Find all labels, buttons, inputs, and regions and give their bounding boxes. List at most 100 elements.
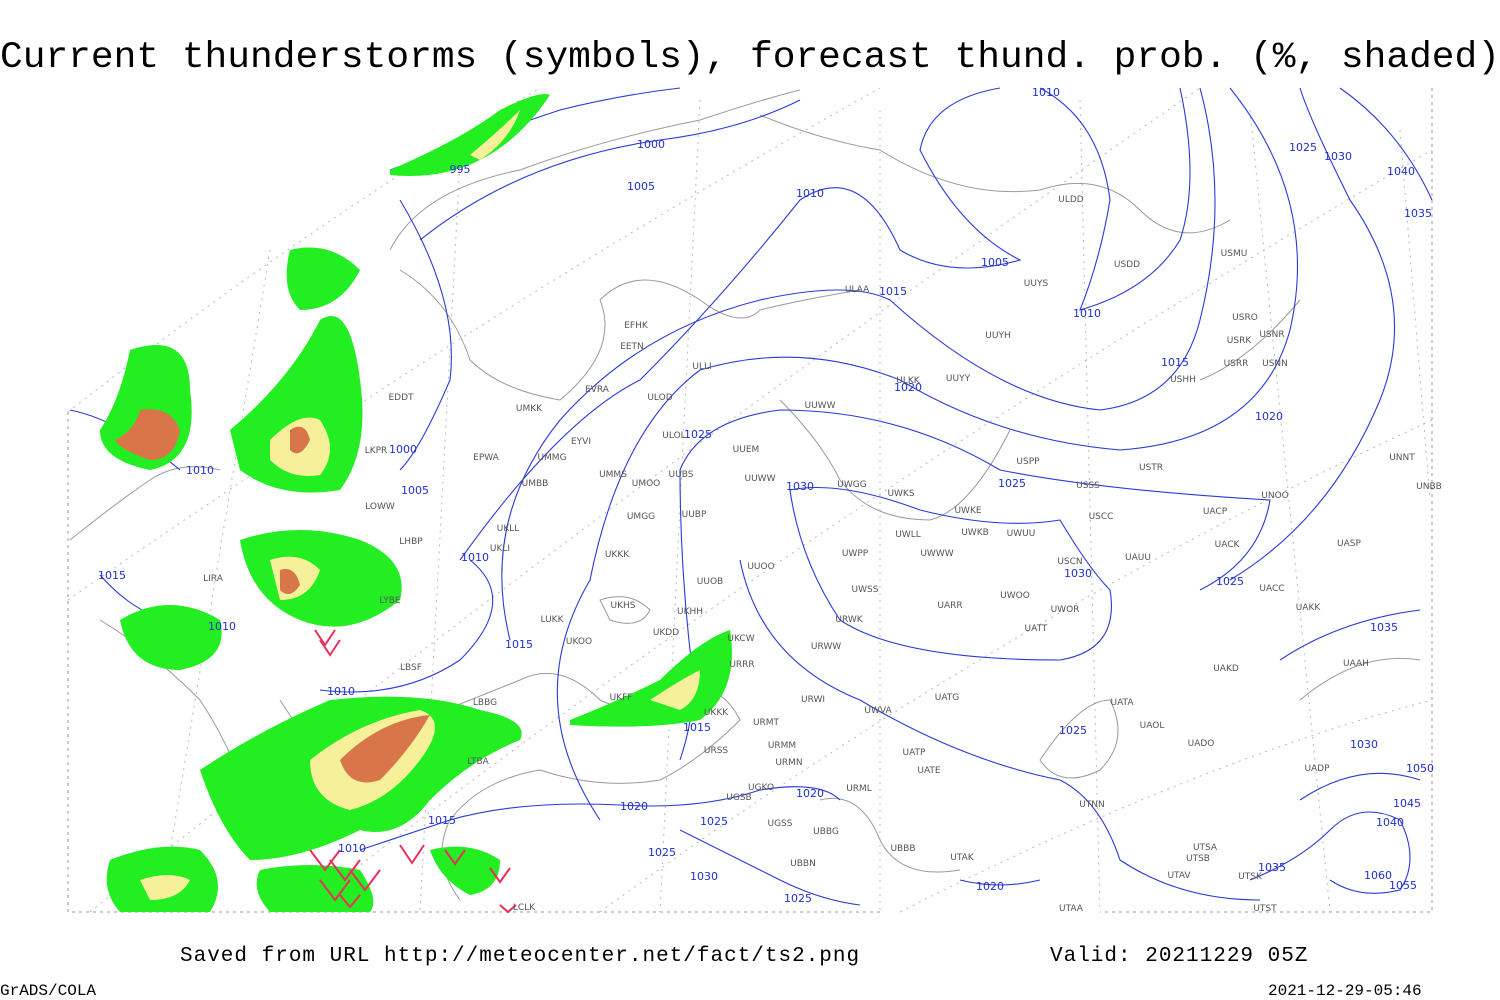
isobar-label: 1025 [684,428,712,441]
map-frame [67,88,1433,913]
station-label: EETN [620,342,644,352]
station-label: UATE [917,766,941,776]
station-label: URMN [775,758,802,768]
station-label: UWOO [1000,591,1030,601]
isobar-label: 995 [450,163,471,176]
station-label: USTR [1139,463,1163,473]
station-label: UATT [1025,624,1048,634]
station-label: UUWW [805,401,836,411]
station-label: UATG [935,693,960,703]
station-label: UMMG [537,453,566,463]
station-label: USCN [1057,557,1082,567]
station-label: UAKK [1296,603,1322,613]
map: 995 1000 1005 1010 1010 1005 1010 1015 1015 1020 1… [67,86,1442,914]
station-label: UADO [1188,739,1215,749]
station-label: UKKK [704,708,729,718]
station-label: USRR [1224,359,1249,369]
station-label: LHBP [399,537,423,547]
timestamp: 2021-12-29-05:46 [1268,982,1422,1000]
station-label: UTNN [1079,800,1105,810]
thunderstorm-probability [100,94,732,912]
thunderstorm-symbols [309,629,517,914]
isobar-label: 1025 [1289,141,1317,154]
isobar-label: 1025 [1059,724,1087,737]
station-label: UATA [1110,698,1134,708]
station-label: USNR [1259,330,1284,340]
station-label: UUYS [1024,279,1049,289]
station-label: UGKO [748,783,774,793]
isobar-label: 1030 [1064,567,1092,580]
station-label: UMGG [627,512,655,522]
station-label: UACC [1259,584,1284,594]
isobar-label: 1025 [998,477,1026,490]
isobar-label: 1030 [690,870,718,883]
isobar-label: 1010 [186,464,214,477]
isobar-label: 1010 [1032,86,1060,99]
isobar-label: 1020 [894,381,922,394]
isobar-label: 1025 [1216,575,1244,588]
software: GrADS/COLA [0,982,96,1000]
station-label: EDDT [388,393,414,403]
station-label: USHH [1170,375,1196,385]
station-label: UUOO [747,562,774,572]
station-label: UUBS [669,470,694,480]
isobar-label: 1010 [461,551,489,564]
station-label: LUKK [541,615,565,625]
station-label: UMMS [599,470,627,480]
station-label: UWKS [887,489,914,499]
isobar-label: 1010 [1073,307,1101,320]
isobar-label: 1035 [1404,207,1432,220]
station-label: UAUU [1125,553,1151,563]
station-label: EFHK [624,321,649,331]
station-label: USRO [1232,313,1258,323]
station-label: UKCW [727,634,754,644]
station-label: UWLL [895,530,921,540]
station-label: UACK [1215,540,1241,550]
isobar-label: 1005 [627,180,655,193]
station-label: UGSB [726,793,751,803]
station-label: UWGG [837,480,866,490]
station-label: UKKK [605,550,630,560]
station-label: UKLL [497,524,520,534]
isobar-label: 1020 [796,787,824,800]
station-label: UWVA [864,706,892,716]
station-label: UWKE [954,506,981,516]
station-label: UWUU [1007,529,1036,539]
station-label: EYVI [571,437,591,447]
isobars [69,87,1433,906]
station-label: URSS [704,746,729,756]
isobar-label: 1025 [784,892,812,905]
station-label: LYBE [379,596,400,606]
station-label: UWPP [842,549,869,559]
isobar-label: 1005 [981,256,1009,269]
isobar-label: 1030 [1350,738,1378,751]
station-label: UKFF [610,693,633,703]
isobar-label: 1035 [1370,621,1398,634]
title: Current thunderstorms (symbols), forecas… [0,37,1500,79]
isobar-label: 1005 [401,484,429,497]
isobar-label: 1015 [879,285,907,298]
isobar-label: 1020 [1255,410,1283,423]
station-label: UAAH [1343,659,1369,669]
isobar-labels: 995 1000 1005 1010 1010 1005 1010 1015 1015 1020 1… [98,86,1434,905]
isobar-label: 1020 [976,880,1004,893]
isobar-label: 1015 [428,814,456,827]
station-label: URMM [768,741,796,751]
station-label: UTAK [950,853,975,863]
isobar-label: 1000 [637,138,665,151]
station-label: UAOL [1140,721,1165,731]
station-label: UMOO [632,479,661,489]
station-label: UKOO [566,637,592,647]
station-label: UBBN [790,859,816,869]
station-label: UUEM [733,445,760,455]
isobar-label: 1020 [620,800,648,813]
station-label: URRR [729,660,754,670]
isobar-label: 1050 [1406,762,1434,775]
station-label: LKPR [365,446,388,456]
isobar-label: 1015 [1161,356,1189,369]
station-label: UUYY [946,374,971,384]
station-label: USNN [1262,359,1288,369]
station-label: ULKK [896,376,921,386]
isobar-label: 1000 [389,443,417,456]
station-label: UTSA [1193,843,1218,853]
